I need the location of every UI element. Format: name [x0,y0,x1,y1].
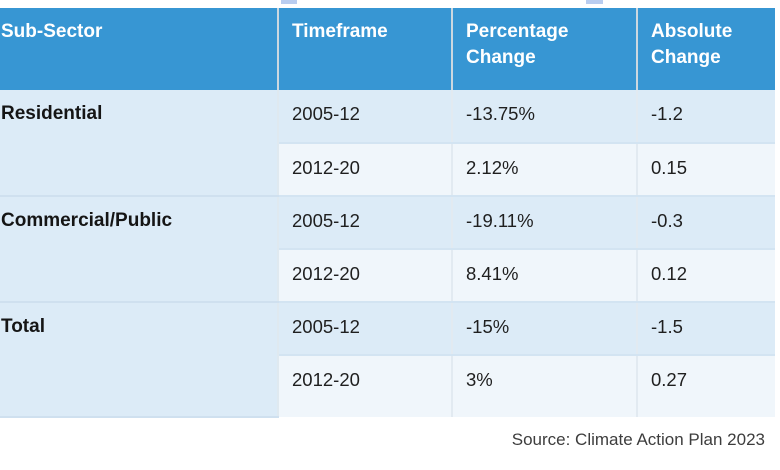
timeframe-cell: 2005-12 [278,90,453,144]
sector-cell-residential: Residential [0,90,279,197]
table-row: 2012-20 8.41% 0.12 [0,249,775,303]
sector-cell-commercial-public: Commercial/Public [0,196,279,303]
table-row: 2012-20 3% 0.27 [0,355,775,417]
percentage-change-cell: 3% [452,355,638,417]
sector-cell-total: Total [0,302,279,418]
absolute-change-cell: 0.27 [637,355,775,417]
absolute-change-cell: 0.12 [637,249,775,303]
table-row: Commercial/Public 2005-12 -19.11% -0.3 [0,196,775,303]
timeframe-cell: 2012-20 [278,249,453,303]
header-sub-sector: Sub-Sector [0,8,279,90]
percentage-change-cell: 2.12% [452,143,638,197]
timeframe-cell: 2005-12 [278,302,453,356]
clipped-artifact-mark [281,0,297,4]
percentage-change-cell: 8.41% [452,249,638,303]
table-row: Residential 2005-12 -13.75% -1.2 [0,90,775,197]
header-percentage-change: Percentage Change [452,8,638,90]
absolute-change-cell: -1.5 [637,302,775,356]
header-absolute-change: Absolute Change [637,8,775,90]
percentage-change-cell: -13.75% [452,90,638,144]
energy-change-table: Sub-Sector Timeframe Percentage Change A… [0,8,775,418]
percentage-change-cell: -19.11% [452,196,638,250]
table-row: Total 2005-12 -15% -1.5 [0,302,775,418]
timeframe-cell: 2012-20 [278,355,453,417]
absolute-change-cell: 0.15 [637,143,775,197]
absolute-change-cell: -0.3 [637,196,775,250]
header-row: Sub-Sector Timeframe Percentage Change A… [0,8,775,90]
percentage-change-cell: -15% [452,302,638,356]
clipped-artifact-mark [586,0,603,4]
table-row: 2012-20 2.12% 0.15 [0,143,775,197]
timeframe-cell: 2012-20 [278,143,453,197]
header-timeframe: Timeframe [278,8,453,90]
timeframe-cell: 2005-12 [278,196,453,250]
source-attribution: Source: Climate Action Plan 2023 [511,430,765,449]
absolute-change-cell: -1.2 [637,90,775,144]
